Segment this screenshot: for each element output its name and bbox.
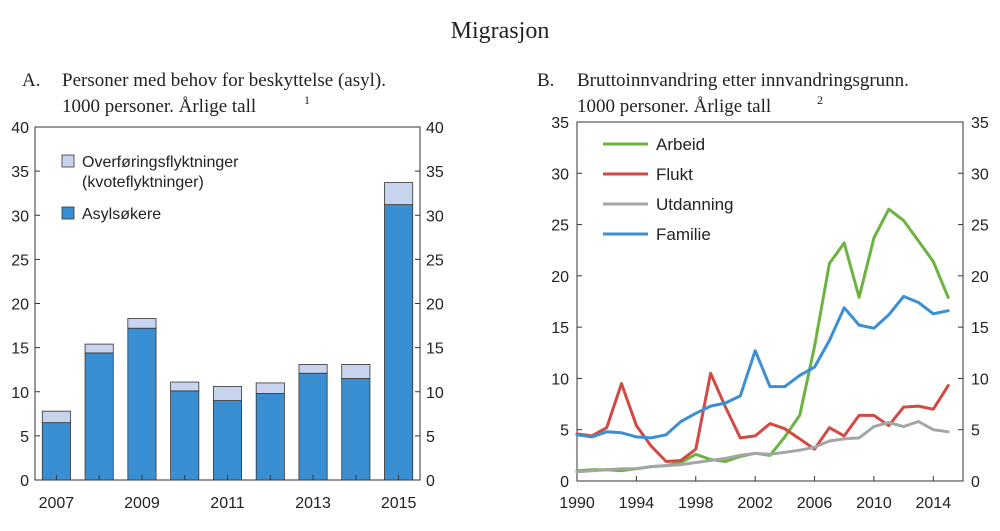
panel-b-line-utdanning <box>575 420 950 474</box>
panel-a-ytick-label-left: 10 <box>11 385 29 402</box>
panel-a-legend-swatch <box>61 206 75 220</box>
panel-a-ytick-label-right: 10 <box>426 385 444 402</box>
panel-a-ytick-label-right: 40 <box>426 120 444 137</box>
panel-a-xtick-label: 2009 <box>124 495 160 512</box>
panel-a-bar-asylsokere-2013 <box>298 372 328 481</box>
panel-a-chart: 0 0 5 5 10 10 15 15 20 20 25 25 30 30 35 35 40 40 2007 2009… <box>11 120 444 512</box>
panel-a-bar-asylsokere-2014 <box>341 378 371 481</box>
panel-b-ytick-label-left: 35 <box>551 115 569 132</box>
panel-b-title-line2: 1000 personer. Årlige tall <box>577 96 771 117</box>
panel-a-ytick-label-left: 5 <box>20 429 29 446</box>
panel-b-ytick-label-right: 0 <box>971 474 980 491</box>
panel-b-ytick-label-left: 5 <box>560 423 569 440</box>
panel-b-ytick-label-right: 30 <box>971 166 989 183</box>
panel-b-frame <box>576 121 964 482</box>
panel-a-legend-label: Asylsøkere <box>82 206 161 223</box>
panel-b-ytick-label-left: 30 <box>551 166 569 183</box>
panel-a-title-line2: 1000 personer. Årlige tall <box>62 96 256 117</box>
panel-b-xtick-label: 1998 <box>678 495 714 512</box>
panel-a-bar-asylsokere-2010 <box>170 390 200 481</box>
panel-b-xtick-label: 2010 <box>856 495 892 512</box>
panel-b-title-line1: Bruttoinnvandring etter innvandringsgrun… <box>577 70 909 91</box>
panel-a-bar-overforing-2013 <box>298 363 328 374</box>
panel-a-legend-swatch <box>61 154 75 168</box>
panel-b-ytick-label-left: 20 <box>551 269 569 286</box>
panel-b-chart: 0 0 5 5 10 10 15 15 20 20 25 25 30 30 35 35 1990 1994 1998… <box>551 115 989 512</box>
panel-a-ytick-label-right: 35 <box>426 164 444 181</box>
panel-a-bar-asylsokere-2008 <box>84 352 114 481</box>
panel-a-bar-asylsokere-2009 <box>127 327 157 481</box>
panel-b-legend-label: Arbeid <box>656 135 705 154</box>
figure-title: Migrasjon <box>451 18 550 44</box>
panel-a-bar-asylsokere-2015 <box>384 204 414 481</box>
panel-a-ytick-label-right: 5 <box>426 429 435 446</box>
panel-b-ytick-label-left: 0 <box>560 474 569 491</box>
panel-a-bar-overforing-2015 <box>384 182 414 206</box>
panel-a-bar-overforing-2012 <box>255 382 285 394</box>
panel-a-ytick-label-left: 15 <box>11 341 29 358</box>
panel-a-ytick-label-left: 0 <box>20 473 29 490</box>
panel-a-ytick-label-right: 0 <box>426 473 435 490</box>
panel-b-ytick-label-left: 10 <box>551 371 569 388</box>
panel-a-bar-overforing-2010 <box>170 381 200 392</box>
panel-b-ytick-label-right: 15 <box>971 320 989 337</box>
panel-a-footnote: 1 <box>304 93 310 107</box>
panel-a-bar-overforing-2011 <box>212 386 243 401</box>
panel-b-letter: B. <box>537 70 554 91</box>
panel-a-legend-label: Overføringsflyktninger <box>82 154 239 171</box>
panel-b-xtick-label: 1990 <box>559 495 595 512</box>
panel-b-ytick-label-right: 10 <box>971 371 989 388</box>
panel-a-bar-overforing-2014 <box>341 363 371 379</box>
panel-b-line-flukt <box>575 371 950 463</box>
panel-a-ytick-label-left: 30 <box>11 208 29 225</box>
panel-a-ytick-label-right: 15 <box>426 341 444 358</box>
panel-a-title-line1: Personer med behov for beskyttelse (asyl… <box>62 70 386 91</box>
panel-a-ytick-label-left: 40 <box>11 120 29 137</box>
panel-b-legend-label: Utdanning <box>656 195 734 214</box>
panel-a-letter: A. <box>22 70 40 91</box>
panel-a-ytick-label-left: 25 <box>11 252 29 269</box>
panel-b-xtick-label: 2006 <box>797 495 833 512</box>
panel-b-ytick-label-right: 35 <box>971 115 989 132</box>
panel-b-ytick-label-right: 20 <box>971 269 989 286</box>
panel-b-ytick-label-right: 5 <box>971 423 980 440</box>
panel-a-bar-asylsokere-2011 <box>212 400 243 481</box>
panel-a-xtick-label: 2015 <box>381 495 417 512</box>
panel-a-legend-label-line2: (kvoteflyktninger) <box>82 174 204 191</box>
panel-a-ytick-label-right: 25 <box>426 252 444 269</box>
panel-a-bar-overforing-2009 <box>127 318 157 329</box>
panel-a-xtick-label: 2011 <box>210 495 245 512</box>
panel-a-bar-overforing-2008 <box>84 343 114 354</box>
panel-a-xtick-label: 2007 <box>39 495 75 512</box>
panel-a-ytick-label-left: 35 <box>11 164 29 181</box>
panel-b-ytick-label-right: 25 <box>971 218 989 235</box>
panel-b-xtick-label: 2014 <box>916 495 952 512</box>
panel-b-legend-label: Familie <box>656 225 711 244</box>
panel-a-bar-overforing-2007 <box>41 410 71 424</box>
panel-a-xtick-label: 2013 <box>295 495 331 512</box>
panel-a-ytick-label-right: 30 <box>426 208 444 225</box>
panel-a-ytick-label-right: 20 <box>426 297 444 314</box>
panel-a-bar-asylsokere-2007 <box>41 422 71 481</box>
panel-b-line-familie <box>575 294 950 440</box>
panel-a-bar-asylsokere-2012 <box>255 393 285 481</box>
panel-b-ytick-label-left: 15 <box>551 320 569 337</box>
panel-b-xtick-label: 1994 <box>619 495 655 512</box>
panel-b-legend-label: Flukt <box>656 165 693 184</box>
panel-b-footnote: 2 <box>817 93 823 107</box>
panel-a-ytick-label-left: 20 <box>11 297 29 314</box>
panel-b-ytick-label-left: 25 <box>551 218 569 235</box>
panel-b-xtick-label: 2002 <box>737 495 773 512</box>
